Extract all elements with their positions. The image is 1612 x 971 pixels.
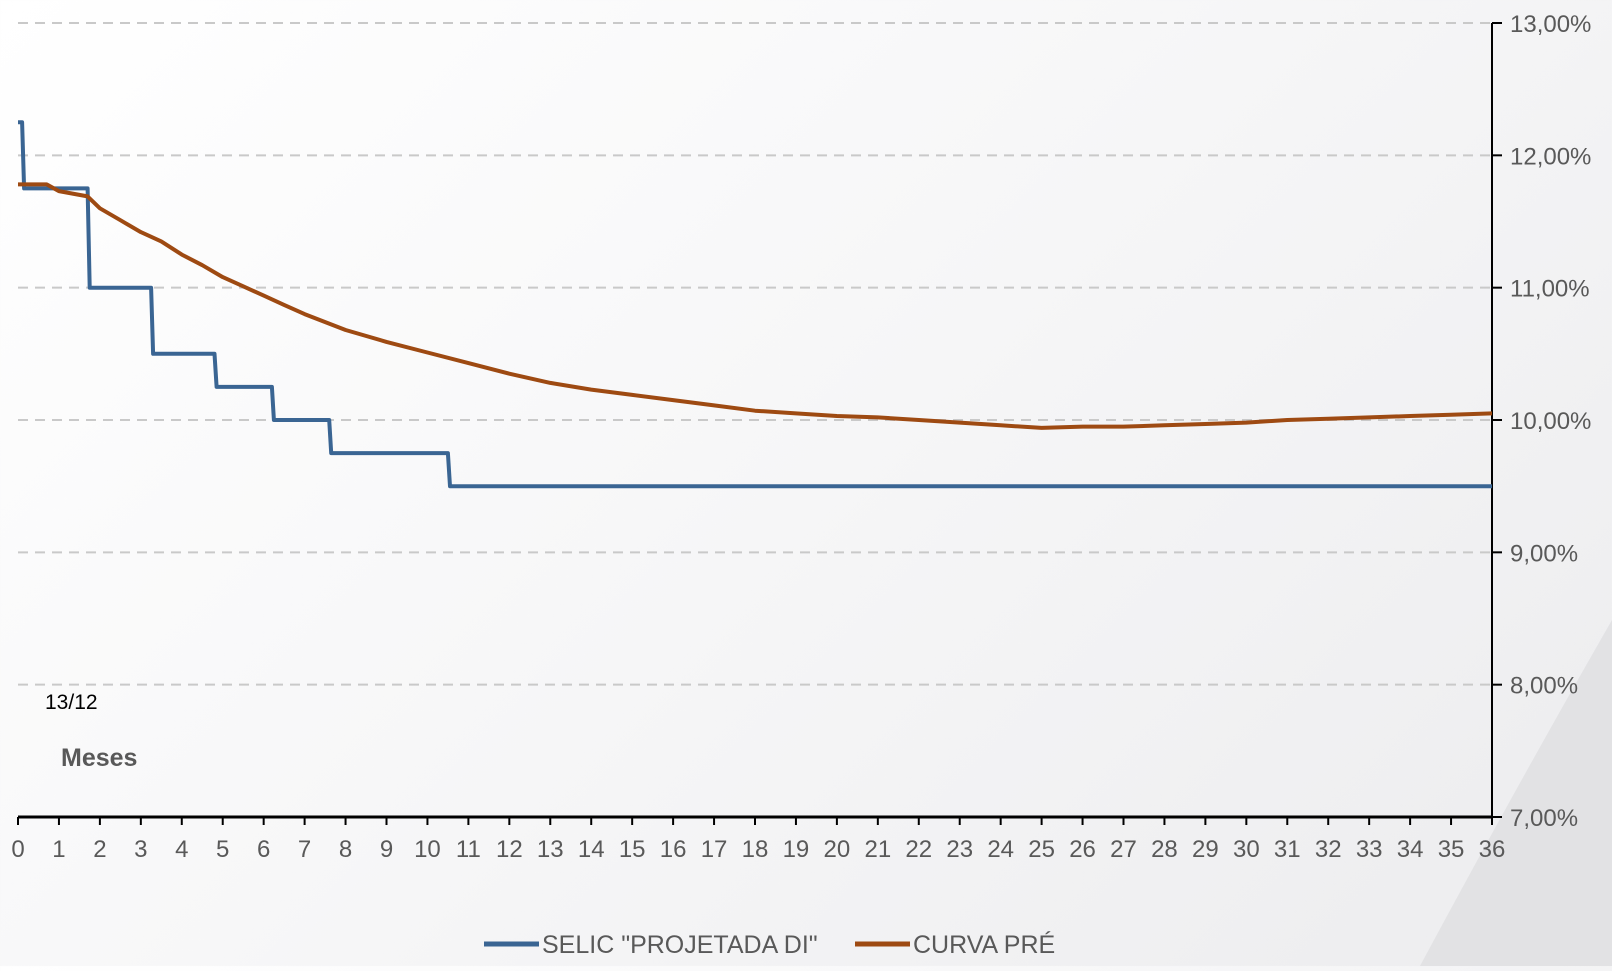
x-tick-label: 17 — [701, 836, 728, 863]
background-swoosh — [1420, 620, 1612, 966]
gridlines — [18, 22, 1492, 686]
axes — [17, 22, 1502, 825]
x-tick-label: 14 — [578, 836, 605, 863]
x-tick-label: 30 — [1233, 836, 1260, 863]
x-tick-label: 32 — [1315, 836, 1342, 863]
legend: SELIC "PROJETADA DI" CURVA PRÉ — [484, 930, 1055, 959]
x-tick-label: 34 — [1397, 836, 1424, 863]
x-tick-label: 29 — [1192, 836, 1219, 863]
legend-label: CURVA PRÉ — [913, 930, 1055, 959]
x-axis-title: Meses — [61, 744, 137, 772]
x-tick-label: 26 — [1069, 836, 1096, 863]
x-tick-label: 12 — [496, 836, 523, 863]
x-tick-label: 4 — [175, 836, 188, 863]
x-tick-label: 0 — [11, 836, 24, 863]
y-tick-label: 11,00% — [1510, 276, 1590, 303]
x-tick-label: 27 — [1110, 836, 1137, 863]
y-tick-label: 8,00% — [1510, 673, 1578, 700]
date-annotation: 13/12 — [45, 691, 98, 714]
x-tick-label: 21 — [864, 836, 891, 863]
y-tick-label: 13,00% — [1510, 11, 1591, 38]
x-tick-label: 18 — [742, 836, 769, 863]
x-tick-label: 35 — [1438, 836, 1465, 863]
series-lines — [18, 120, 1493, 489]
y-tick-label: 12,00% — [1510, 143, 1591, 170]
x-tick-label: 8 — [339, 836, 352, 863]
x-tick-label: 31 — [1274, 836, 1301, 863]
y-tick-label: 9,00% — [1510, 540, 1578, 567]
x-tick-label: 33 — [1356, 836, 1383, 863]
y-tick-label: 7,00% — [1510, 805, 1578, 832]
x-tick-label: 23 — [946, 836, 973, 863]
x-tick-label: 1 — [52, 836, 65, 863]
x-tick-label: 2 — [93, 836, 106, 863]
tick-labels: 7,00% 8,00% 9,00% 10,00% 11,00% 12,00% 13,00% 0… — [11, 11, 1591, 863]
x-tick-label: 16 — [660, 836, 687, 863]
x-tick-label: 9 — [380, 836, 393, 863]
x-tick-label: 19 — [783, 836, 810, 863]
x-tick-label: 10 — [414, 836, 441, 863]
x-tick-label: 7 — [298, 836, 311, 863]
x-tick-label: 6 — [257, 836, 270, 863]
x-tick-label: 22 — [905, 836, 932, 863]
x-tick-label: 11 — [456, 836, 481, 863]
series-line-curva-pre — [18, 182, 1493, 430]
series-line-selic — [18, 120, 1492, 489]
x-tick-label: 25 — [1028, 836, 1055, 863]
x-tick-label: 28 — [1151, 836, 1178, 863]
x-tick-label: 5 — [216, 836, 229, 863]
y-tick-label: 10,00% — [1510, 408, 1591, 435]
x-tick-label: 15 — [619, 836, 646, 863]
x-tick-label: 13 — [537, 836, 564, 863]
legend-label: SELIC "PROJETADA DI" — [542, 931, 818, 959]
x-tick-label: 24 — [987, 836, 1014, 863]
x-tick-label: 3 — [134, 836, 147, 863]
x-tick-label: 36 — [1479, 836, 1506, 863]
x-tick-label: 20 — [824, 836, 851, 863]
